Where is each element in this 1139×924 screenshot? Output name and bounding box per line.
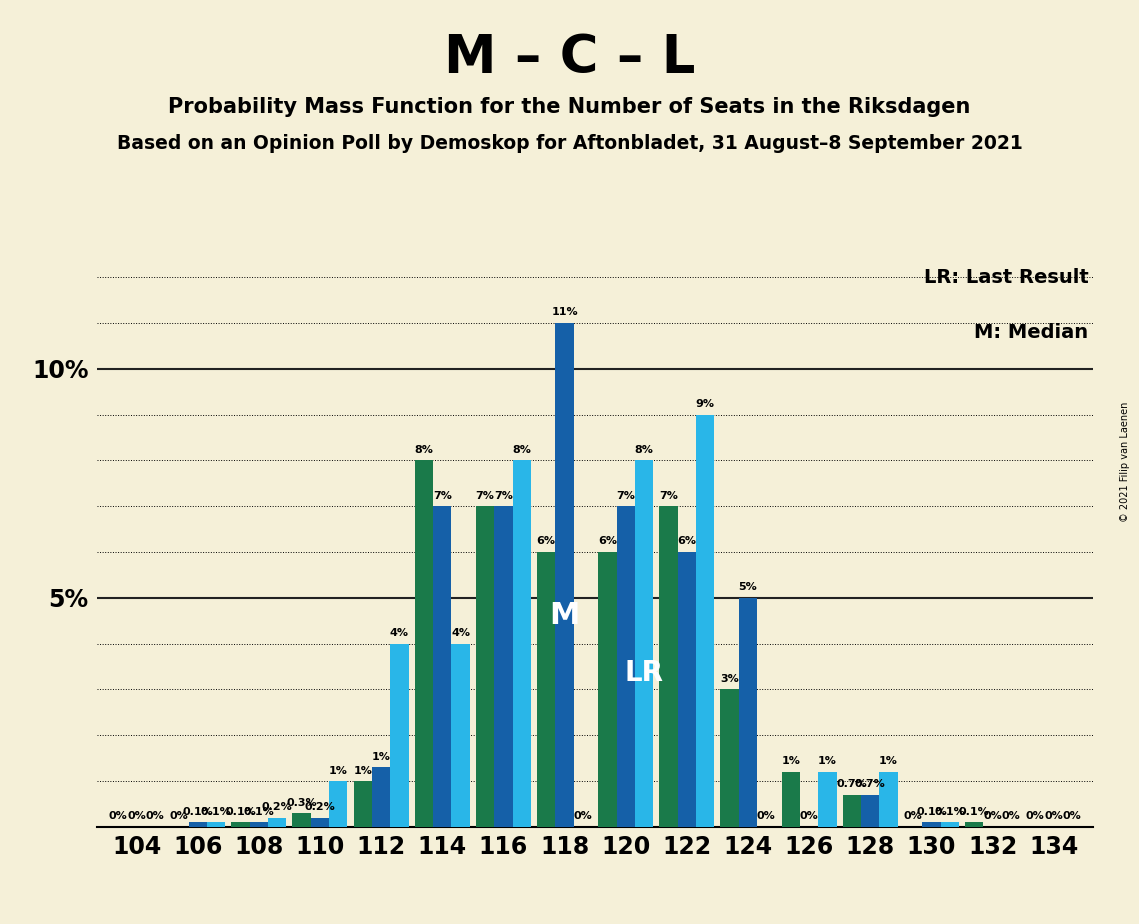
Text: 0%: 0% [146, 811, 164, 821]
Text: 0%: 0% [983, 811, 1002, 821]
Bar [249, 822, 268, 827]
Text: 1%: 1% [781, 757, 801, 767]
Bar [207, 822, 226, 827]
Text: 11%: 11% [551, 308, 577, 317]
Text: 0%: 0% [1026, 811, 1044, 821]
Text: M: Median: M: Median [974, 322, 1089, 342]
Bar [189, 822, 207, 827]
Bar [818, 772, 837, 827]
Text: 0%: 0% [1001, 811, 1021, 821]
Bar [616, 506, 634, 827]
Bar [433, 506, 451, 827]
Text: 6%: 6% [536, 537, 556, 546]
Text: 0%: 0% [109, 811, 128, 821]
Text: 0.1%: 0.1% [916, 807, 947, 817]
Bar [513, 460, 531, 827]
Bar [941, 822, 959, 827]
Bar [879, 772, 898, 827]
Text: 0%: 0% [170, 811, 189, 821]
Bar [268, 818, 286, 827]
Bar [476, 506, 494, 827]
Text: 0.1%: 0.1% [934, 807, 965, 817]
Bar [415, 460, 433, 827]
Text: 4%: 4% [390, 628, 409, 638]
Text: 0.3%: 0.3% [286, 797, 317, 808]
Text: 7%: 7% [616, 491, 636, 501]
Text: 7%: 7% [433, 491, 452, 501]
Text: 0.2%: 0.2% [304, 802, 335, 812]
Bar [451, 644, 469, 827]
Text: 7%: 7% [476, 491, 494, 501]
Text: 0%: 0% [1063, 811, 1081, 821]
Text: 0.2%: 0.2% [262, 802, 293, 812]
Bar [965, 822, 983, 827]
Text: 0%: 0% [128, 811, 146, 821]
Text: 0.1%: 0.1% [182, 807, 213, 817]
Text: 0.1%: 0.1% [959, 807, 990, 817]
Bar [311, 818, 329, 827]
Bar [391, 644, 409, 827]
Text: LR: Last Result: LR: Last Result [924, 268, 1089, 287]
Text: 1%: 1% [879, 757, 898, 767]
Bar [923, 822, 941, 827]
Bar [861, 795, 879, 827]
Bar [678, 552, 696, 827]
Text: 0.7%: 0.7% [855, 780, 886, 789]
Bar [293, 813, 311, 827]
Bar [598, 552, 616, 827]
Text: 1%: 1% [353, 766, 372, 775]
Text: 3%: 3% [720, 674, 739, 684]
Text: 8%: 8% [513, 444, 531, 455]
Text: 0.7%: 0.7% [836, 780, 867, 789]
Text: Probability Mass Function for the Number of Seats in the Riksdagen: Probability Mass Function for the Number… [169, 97, 970, 117]
Text: LR: LR [624, 659, 664, 687]
Text: 1%: 1% [818, 757, 837, 767]
Bar [721, 689, 739, 827]
Bar [494, 506, 513, 827]
Bar [696, 415, 714, 827]
Bar [556, 322, 574, 827]
Text: 5%: 5% [738, 582, 757, 592]
Text: 0%: 0% [800, 811, 819, 821]
Bar [739, 598, 757, 827]
Text: 6%: 6% [678, 537, 696, 546]
Bar [781, 772, 800, 827]
Bar [353, 781, 372, 827]
Bar [538, 552, 556, 827]
Bar [843, 795, 861, 827]
Text: © 2021 Filip van Laenen: © 2021 Filip van Laenen [1120, 402, 1130, 522]
Text: 0%: 0% [903, 811, 923, 821]
Text: 7%: 7% [659, 491, 678, 501]
Bar [372, 768, 391, 827]
Text: 7%: 7% [494, 491, 513, 501]
Text: 1%: 1% [329, 766, 347, 775]
Text: 0.1%: 0.1% [244, 807, 274, 817]
Bar [231, 822, 249, 827]
Text: 4%: 4% [451, 628, 470, 638]
Bar [659, 506, 678, 827]
Text: 0%: 0% [757, 811, 776, 821]
Text: 8%: 8% [415, 444, 433, 455]
Text: 0.1%: 0.1% [200, 807, 231, 817]
Bar [329, 781, 347, 827]
Bar [634, 460, 653, 827]
Text: M: M [549, 601, 580, 630]
Text: 1%: 1% [371, 752, 391, 762]
Text: M – C – L: M – C – L [444, 32, 695, 84]
Text: 6%: 6% [598, 537, 617, 546]
Text: Based on an Opinion Poll by Demoskop for Aftonbladet, 31 August–8 September 2021: Based on an Opinion Poll by Demoskop for… [116, 134, 1023, 153]
Text: 9%: 9% [696, 399, 714, 409]
Text: 0.1%: 0.1% [226, 807, 256, 817]
Text: 0%: 0% [574, 811, 592, 821]
Text: 8%: 8% [634, 444, 654, 455]
Text: 0%: 0% [1044, 811, 1063, 821]
